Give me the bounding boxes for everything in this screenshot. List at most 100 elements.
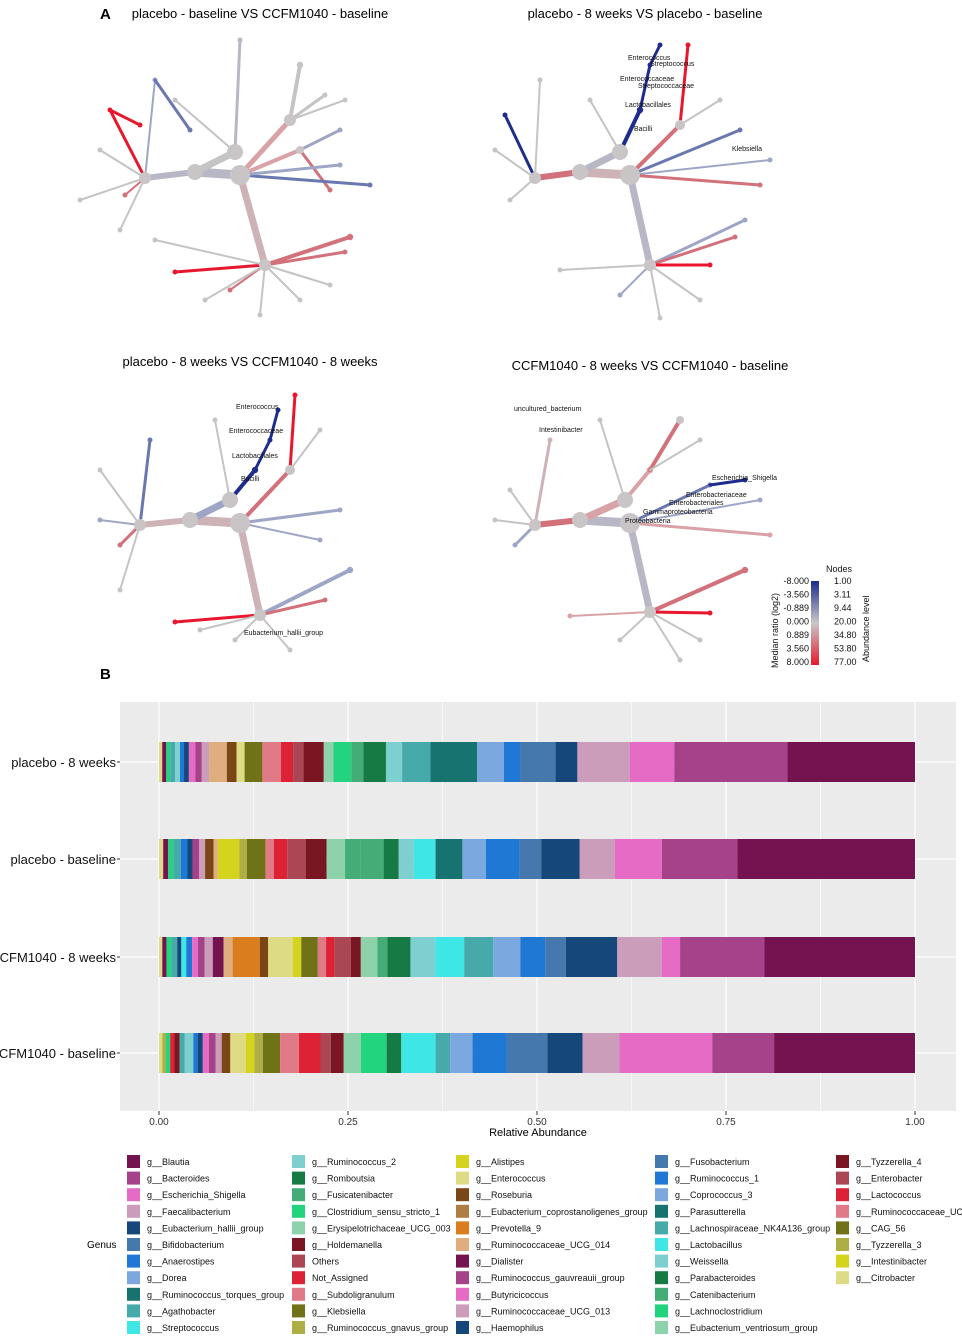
tree-node bbox=[117, 542, 123, 548]
legend-swatch bbox=[456, 1155, 469, 1168]
tree-node bbox=[732, 234, 738, 240]
tree-edge bbox=[79, 177, 146, 201]
legend-swatch bbox=[127, 1204, 140, 1218]
tree-node bbox=[757, 497, 763, 503]
legend-label: g__Escherichia_Shigella bbox=[147, 1190, 246, 1200]
tree-label: Lactobacillales bbox=[232, 453, 278, 460]
legend-swatch bbox=[655, 1238, 668, 1251]
bar-segment bbox=[247, 839, 266, 879]
tree-edge bbox=[569, 611, 651, 617]
abundance-tick-label: 53.80 bbox=[834, 644, 857, 654]
bar-segment bbox=[262, 1033, 281, 1073]
bar-segment bbox=[226, 742, 237, 782]
tree-node bbox=[742, 217, 748, 223]
ratio-tick-label: -3.560 bbox=[783, 590, 809, 600]
bar-segment bbox=[579, 839, 615, 879]
bar-segment bbox=[774, 1033, 915, 1073]
bar-segment bbox=[386, 1033, 402, 1073]
x-tick-label: 0.75 bbox=[716, 1117, 736, 1128]
tree-edge bbox=[628, 483, 712, 525]
tree-node bbox=[322, 597, 328, 603]
bar-segment bbox=[195, 742, 202, 782]
tree-edge bbox=[708, 478, 747, 487]
bar-segment bbox=[617, 937, 662, 977]
bar-segment bbox=[173, 839, 181, 879]
legend-swatch bbox=[127, 1287, 140, 1301]
tree-node bbox=[147, 437, 153, 443]
legend-label: g__Subdoligranulum bbox=[312, 1290, 395, 1300]
heat-tree-3: placebo - 8 weeks VS CCFM1040 - 8 weeks bbox=[97, 354, 378, 653]
tree-node bbox=[117, 227, 123, 233]
legend-label: g__Eubacterium_coprostanoligenes_group bbox=[476, 1207, 648, 1217]
tree-2-labels: Enterococcus Streptococcus Enterococcace… bbox=[620, 55, 762, 153]
legend-swatch bbox=[292, 1221, 305, 1235]
ratio-tick-label: 3.560 bbox=[786, 644, 809, 654]
bar-segment bbox=[326, 937, 335, 977]
tree-node bbox=[342, 97, 348, 103]
tree-edge bbox=[268, 408, 280, 442]
tree-node bbox=[327, 187, 333, 193]
bar-segment bbox=[162, 937, 167, 977]
tree-node bbox=[567, 613, 573, 619]
tree-edge bbox=[629, 499, 761, 524]
tree-node bbox=[367, 182, 373, 188]
bar-segment bbox=[184, 1033, 194, 1073]
tree-hub-node bbox=[285, 465, 295, 475]
legend-swatch bbox=[292, 1171, 305, 1185]
legend-swatch bbox=[127, 1155, 140, 1168]
tree-edge bbox=[142, 169, 198, 181]
bar-segment bbox=[343, 1033, 361, 1073]
legend-swatch bbox=[456, 1204, 469, 1218]
tree-node bbox=[346, 566, 354, 574]
bar-segment bbox=[674, 742, 788, 782]
legend-label: g__Ruminococcus_torques_group bbox=[147, 1290, 284, 1300]
tree-hub-node bbox=[134, 519, 146, 531]
tree-edge bbox=[628, 128, 742, 177]
tree-edge bbox=[288, 63, 302, 122]
abundance-tick-label: 34.80 bbox=[834, 630, 857, 640]
tree-edge bbox=[214, 419, 231, 501]
tree-edge bbox=[238, 468, 292, 525]
tree-edge bbox=[108, 108, 147, 180]
bar-segment bbox=[305, 839, 327, 879]
abundance-tick-label: 1.00 bbox=[834, 576, 852, 586]
tree-label: Bacilli bbox=[634, 126, 653, 133]
bar-segment bbox=[215, 1033, 222, 1073]
bar-segment bbox=[430, 742, 478, 782]
tree-node bbox=[212, 417, 218, 423]
legend-swatch bbox=[292, 1238, 305, 1251]
bar-segment bbox=[205, 839, 214, 879]
bar-segment bbox=[168, 839, 174, 879]
tree-edge bbox=[204, 264, 266, 301]
bar-segment bbox=[174, 1033, 180, 1073]
bar-segment bbox=[520, 742, 556, 782]
legend-label: g__Romboutsia bbox=[312, 1174, 375, 1184]
legend-swatch bbox=[292, 1155, 305, 1168]
tree-node bbox=[327, 282, 333, 288]
bar-segment bbox=[292, 937, 302, 977]
tree-edge bbox=[649, 611, 681, 661]
bar-segment bbox=[462, 839, 486, 879]
bar-segment bbox=[230, 1033, 246, 1073]
abundance-legend-title: Abundance level bbox=[861, 595, 871, 662]
tree-edge bbox=[137, 517, 193, 528]
tree-node bbox=[707, 610, 713, 616]
bar-segment bbox=[360, 937, 378, 977]
tree-edge bbox=[648, 610, 712, 615]
legend-swatch bbox=[836, 1221, 849, 1235]
bar-segment bbox=[208, 1033, 216, 1073]
tree-node bbox=[337, 162, 343, 168]
legend-label: g__Fusicatenibacter bbox=[312, 1190, 393, 1200]
tree-node bbox=[322, 92, 328, 98]
heat-tree-2-title: placebo - 8 weeks VS placebo - baseline bbox=[528, 6, 763, 21]
legend-label: g__Coprococcus_3 bbox=[675, 1190, 753, 1200]
panel-b-label: B bbox=[100, 666, 111, 683]
legend-swatch bbox=[456, 1304, 469, 1318]
bar-segment bbox=[162, 1033, 166, 1073]
tree-edge bbox=[259, 614, 291, 651]
tree-node bbox=[657, 42, 663, 48]
heat-tree-1: placebo - baseline VS CCFM1040 - baselin… bbox=[77, 6, 388, 318]
bar-segment bbox=[547, 1033, 583, 1073]
bar-segment bbox=[212, 937, 224, 977]
tree-node bbox=[697, 297, 703, 303]
